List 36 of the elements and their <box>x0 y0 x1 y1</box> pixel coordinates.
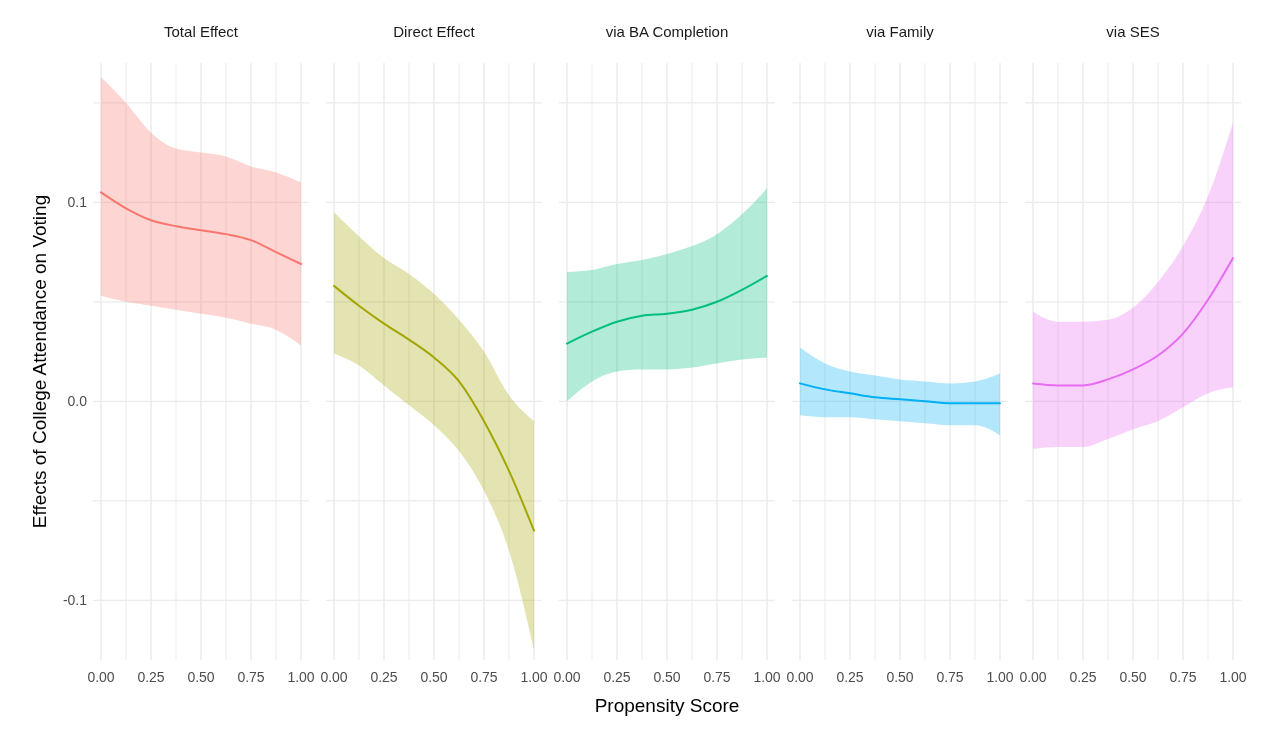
x-tick-label: 0.50 <box>187 669 215 685</box>
x-tick-label: 0.25 <box>603 669 631 685</box>
x-tick-label: 0.75 <box>936 669 964 685</box>
x-tick-label: 0.00 <box>1019 669 1047 685</box>
x-tick-label: 0.00 <box>553 669 581 685</box>
x-tick-label: 0.25 <box>370 669 398 685</box>
x-tick-label: 0.25 <box>836 669 864 685</box>
chart-title: via BA Completion <box>605 23 729 40</box>
x-tick-label: 1.00 <box>520 669 548 685</box>
y-tick-label: 0.0 <box>67 393 88 410</box>
y-axis-title: Effects of College Attendance on Voting <box>29 194 50 529</box>
x-tick-label: 0.75 <box>470 669 498 685</box>
x-tick-label: 0.75 <box>703 669 731 685</box>
x-tick-label: 0.75 <box>237 669 265 685</box>
chart-title: via Family <box>866 23 935 40</box>
chart-title: via SES <box>1106 23 1160 40</box>
x-tick-label: 0.50 <box>1119 669 1147 685</box>
chart-title: Direct Effect <box>393 23 476 40</box>
x-tick-label: 0.25 <box>137 669 165 685</box>
y-tick-label: 0.1 <box>67 194 88 211</box>
x-tick-label: 1.00 <box>753 669 781 685</box>
x-tick-label: 0.50 <box>653 669 681 685</box>
x-axis-title: Propensity Score <box>594 695 740 716</box>
x-tick-label: 0.50 <box>886 669 914 685</box>
x-tick-label: 1.00 <box>1219 669 1247 685</box>
y-tick-label: -0.1 <box>62 592 88 609</box>
x-tick-label: 1.00 <box>986 669 1014 685</box>
x-tick-label: 1.00 <box>287 669 315 685</box>
x-tick-label: 0.50 <box>420 669 448 685</box>
x-tick-label: 0.25 <box>1069 669 1097 685</box>
x-tick-label: 0.00 <box>87 669 115 685</box>
x-tick-label: 0.00 <box>786 669 814 685</box>
chart-title: Total Effect <box>164 23 239 40</box>
x-tick-label: 0.00 <box>320 669 348 685</box>
x-tick-label: 0.75 <box>1169 669 1197 685</box>
line-series <box>100 191 302 265</box>
